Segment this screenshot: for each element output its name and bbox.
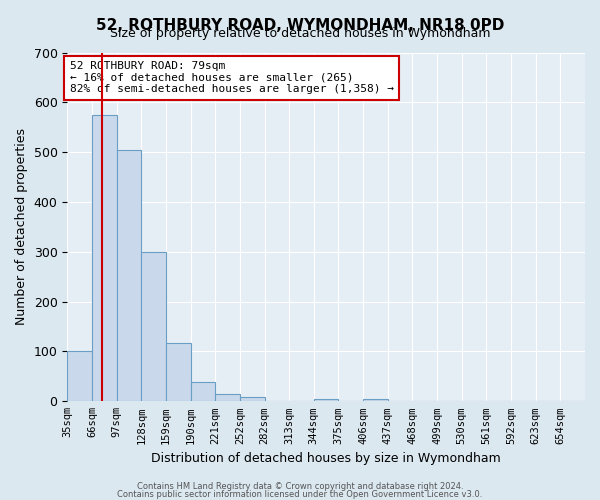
Text: Contains public sector information licensed under the Open Government Licence v3: Contains public sector information licen… [118, 490, 482, 499]
Bar [141, 252, 166, 402]
Text: Size of property relative to detached houses in Wymondham: Size of property relative to detached ho… [110, 28, 490, 40]
Bar [240, 398, 265, 402]
Bar [67, 352, 92, 402]
Text: 52, ROTHBURY ROAD, WYMONDHAM, NR18 0PD: 52, ROTHBURY ROAD, WYMONDHAM, NR18 0PD [96, 18, 504, 32]
Bar [363, 399, 388, 402]
X-axis label: Distribution of detached houses by size in Wymondham: Distribution of detached houses by size … [151, 452, 501, 465]
Text: Contains HM Land Registry data © Crown copyright and database right 2024.: Contains HM Land Registry data © Crown c… [137, 482, 463, 491]
Bar [314, 399, 338, 402]
Bar [92, 115, 116, 402]
Text: 52 ROTHBURY ROAD: 79sqm
← 16% of detached houses are smaller (265)
82% of semi-d: 52 ROTHBURY ROAD: 79sqm ← 16% of detache… [70, 61, 394, 94]
Bar [166, 342, 191, 402]
Bar [191, 382, 215, 402]
Bar [116, 150, 141, 402]
Y-axis label: Number of detached properties: Number of detached properties [15, 128, 28, 326]
Bar [215, 394, 240, 402]
